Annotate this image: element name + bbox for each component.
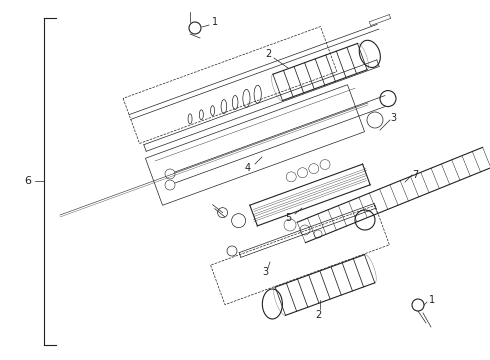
Text: 3: 3 (262, 267, 268, 277)
Text: 6: 6 (24, 176, 31, 186)
Text: 7: 7 (412, 170, 418, 180)
Text: 1: 1 (212, 17, 218, 27)
Text: 2: 2 (265, 49, 271, 59)
Text: 2: 2 (315, 310, 321, 320)
Text: 3: 3 (390, 113, 396, 123)
Text: 5: 5 (285, 213, 291, 223)
Text: 1: 1 (429, 295, 435, 305)
Text: 4: 4 (245, 163, 251, 173)
